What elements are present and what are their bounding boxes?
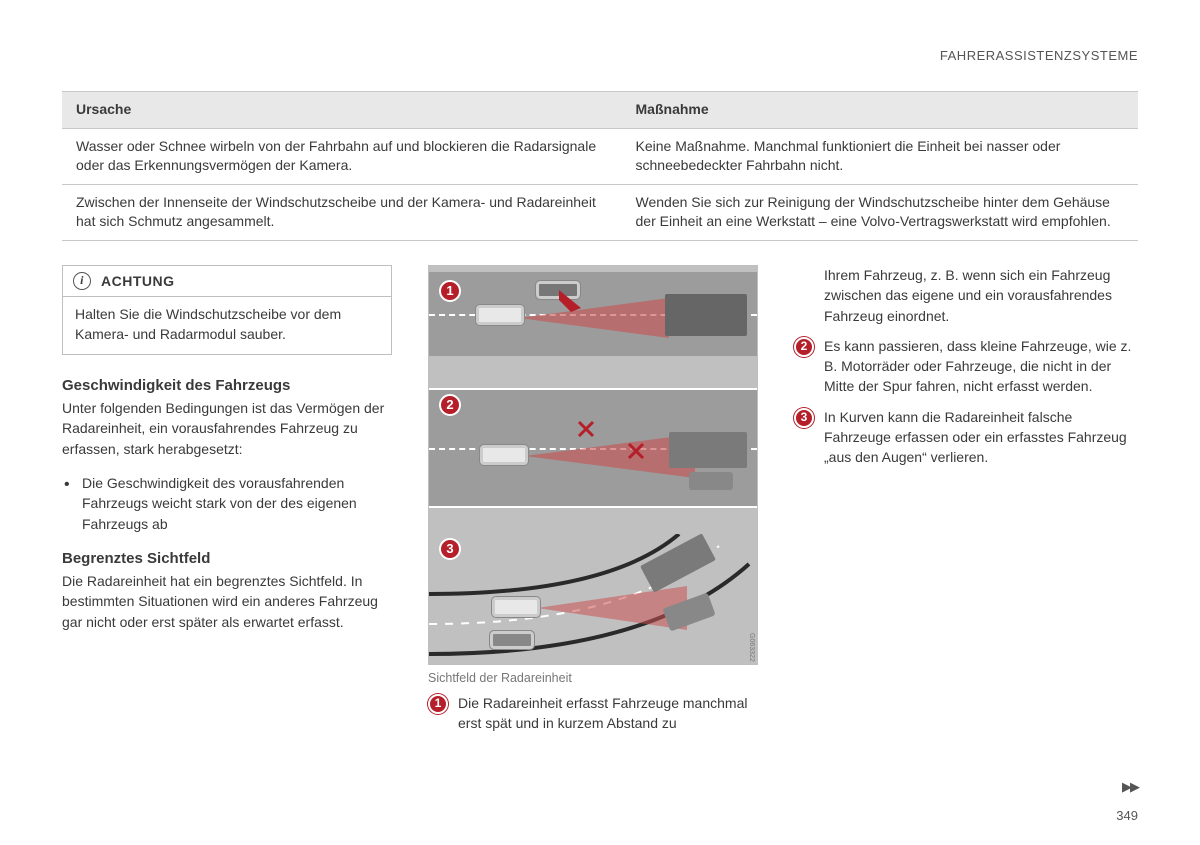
own-car-2 [479, 444, 529, 466]
achtung-body-text: Halten Sie die Windschutzscheibe vor dem… [63, 297, 391, 354]
x-mark-icon [577, 420, 595, 438]
number-badge-2: 2 [794, 337, 814, 357]
numbered-item-2: 2 Es kann passieren, dass kleine Fahrzeu… [794, 336, 1138, 397]
diagram-bubble-2: 2 [439, 394, 461, 416]
para-speed: Unter folgenden Bedingungen ist das Verm… [62, 398, 392, 459]
own-car-3 [491, 596, 541, 618]
table-header-row: Ursache Maßnahme [62, 92, 1138, 129]
achtung-label: ACHTUNG [101, 273, 175, 289]
illustration-caption: Sichtfeld der Radareinheit [428, 671, 758, 685]
bullet-item: Die Geschwindigkeit des vorausfahrenden … [82, 473, 392, 534]
table-row: Zwischen der Innenseite der Windschutzsc… [62, 184, 1138, 240]
achtung-box: i ACHTUNG Halten Sie die Windschutzschei… [62, 265, 392, 355]
radar-illustration: 1 2 [428, 265, 758, 665]
other-car-3 [489, 630, 535, 650]
numbered-text-1: Die Radareinheit erfasst Fahrzeuge manch… [458, 693, 758, 734]
number-badge-1: 1 [428, 694, 448, 714]
illustration-id: G063322 [748, 633, 755, 662]
right-column: Ihrem Fahrzeug, z. B. wenn sich ein Fahr… [794, 265, 1138, 744]
middle-column: 1 2 [428, 265, 758, 744]
heading-speed: Geschwindigkeit des Fahrzeugs [62, 377, 392, 394]
action-cell: Keine Maßnahme. Manchmal funktioniert di… [622, 128, 1138, 184]
numbered-text-3: In Kurven kann die Radareinheit falsche … [824, 407, 1138, 468]
table-row: Wasser oder Schnee wirbeln von der Fahrb… [62, 128, 1138, 184]
own-car-1 [475, 304, 525, 326]
truck-2 [669, 432, 747, 468]
number-badge-3: 3 [794, 408, 814, 428]
page-number: 349 [1116, 808, 1138, 823]
chapter-header: FAHRERASSISTENZSYSTEME [62, 48, 1138, 63]
bullet-list: Die Geschwindigkeit des vorausfahrenden … [62, 473, 392, 534]
info-icon: i [73, 272, 91, 290]
cause-cell: Zwischen der Innenseite der Windschutzsc… [62, 184, 622, 240]
x-mark-icon [627, 442, 645, 460]
action-cell: Wenden Sie sich zur Reinigung der Windsc… [622, 184, 1138, 240]
diagram-bubble-3: 3 [439, 538, 461, 560]
diagram-bubble-1: 1 [439, 280, 461, 302]
cause-cell: Wasser oder Schnee wirbeln von der Fahrb… [62, 128, 622, 184]
left-column: i ACHTUNG Halten Sie die Windschutzschei… [62, 265, 392, 744]
col-action-header: Maßnahme [622, 92, 1138, 129]
leading-truck-1 [665, 294, 747, 336]
continue-arrows-icon: ▶▶ [1122, 779, 1138, 795]
achtung-header: i ACHTUNG [63, 266, 391, 297]
merge-arrow-icon [559, 290, 589, 320]
tractor-2 [689, 472, 733, 490]
para-field: Die Radareinheit hat ein begrenztes Sich… [62, 571, 392, 632]
continued-text: Ihrem Fahrzeug, z. B. wenn sich ein Fahr… [824, 265, 1138, 326]
col-cause-header: Ursache [62, 92, 622, 129]
radar-beam-1 [519, 298, 669, 338]
cause-action-table: Ursache Maßnahme Wasser oder Schnee wirb… [62, 91, 1138, 241]
numbered-text-2: Es kann passieren, dass kleine Fahrzeuge… [824, 336, 1138, 397]
heading-field: Begrenztes Sichtfeld [62, 550, 392, 567]
numbered-item-3: 3 In Kurven kann die Radareinheit falsch… [794, 407, 1138, 468]
numbered-item-1: 1 Die Radareinheit erfasst Fahrzeuge man… [428, 693, 758, 734]
